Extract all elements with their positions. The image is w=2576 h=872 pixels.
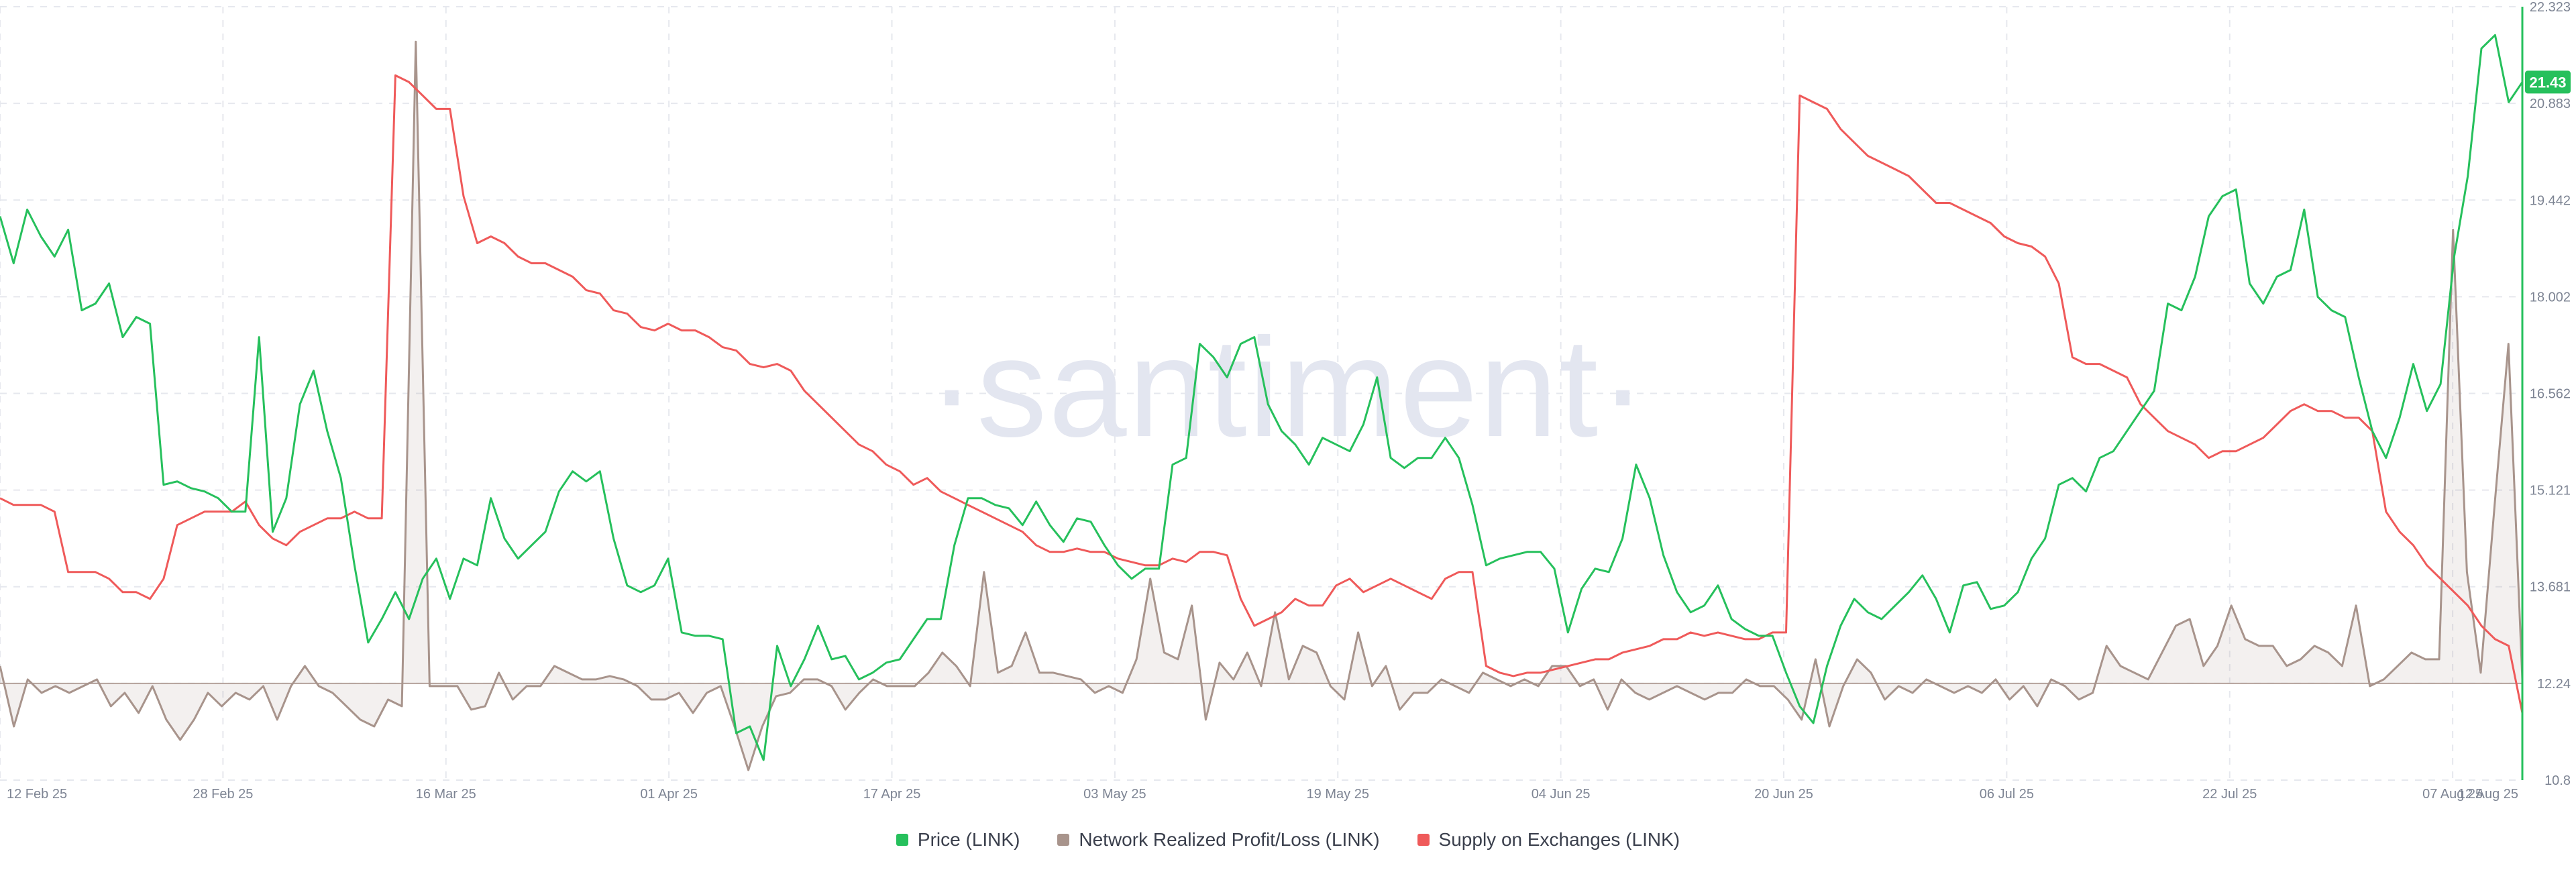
legend-item-supply-on-exchanges[interactable]: Supply on Exchanges (LINK) bbox=[1417, 829, 1680, 851]
series-line-network-realized-profit-loss-link[interactable] bbox=[0, 40, 2524, 771]
series-line-price-link[interactable] bbox=[0, 34, 2524, 761]
date-tick-label: 04 Jun 25 bbox=[1532, 787, 1591, 802]
santiment-watermark: ·santiment· bbox=[928, 309, 1648, 466]
date-tick-label: 12 Aug 25 bbox=[2458, 787, 2518, 802]
price-tick-label: 20.883 bbox=[2530, 97, 2571, 111]
date-tick-label: 17 Apr 25 bbox=[863, 787, 921, 802]
series-line-supply-on-exchanges-link[interactable] bbox=[0, 74, 2524, 714]
date-tick-label: 12 Feb 25 bbox=[7, 787, 67, 802]
date-tick-label: 03 May 25 bbox=[1083, 787, 1146, 802]
price-tick-label: 19.442 bbox=[2530, 193, 2571, 208]
price-tick-label: 12.24 bbox=[2537, 677, 2571, 692]
legend-swatch-supply-on-exchanges bbox=[1417, 834, 1430, 846]
price-tick-label: 13.681 bbox=[2530, 580, 2571, 595]
price-axis-ticks: 10.8 12.24 13.681 15.121 16.562 18.002 19.442 2… bbox=[2530, 0, 2571, 788]
date-tick-label: 07 Aug 25 bbox=[2422, 787, 2483, 802]
date-tick-label: 20 Jun 25 bbox=[1754, 787, 1813, 802]
legend-label-price: Price (LINK) bbox=[917, 829, 1020, 850]
date-tick-label: 06 Jul 25 bbox=[1980, 787, 2034, 802]
price-tick-label: 16.562 bbox=[2530, 386, 2571, 401]
legend-item-network-realized-profit-loss[interactable]: Network Realized Profit/Loss (LINK) bbox=[1057, 829, 1380, 851]
legend-label-network-realized-profit-loss: Network Realized Profit/Loss (LINK) bbox=[1079, 829, 1380, 850]
date-tick-label: 01 Apr 25 bbox=[640, 787, 698, 802]
legend-swatch-network-realized-profit-loss bbox=[1057, 834, 1070, 846]
series-layer bbox=[0, 34, 2524, 771]
date-tick-label: 19 May 25 bbox=[1307, 787, 1369, 802]
legend-item-price[interactable]: Price (LINK) bbox=[896, 829, 1020, 851]
date-tick-label: 22 Jul 25 bbox=[2202, 787, 2257, 802]
price-tick-label: 10.8 bbox=[2544, 773, 2571, 788]
date-tick-label: 16 Mar 25 bbox=[416, 787, 476, 802]
legend-label-supply-on-exchanges: Supply on Exchanges (LINK) bbox=[1438, 829, 1680, 850]
legend: Price (LINK) Network Realized Profit/Los… bbox=[0, 826, 2576, 853]
legend-swatch-price bbox=[896, 834, 908, 846]
price-tick-label: 15.121 bbox=[2530, 484, 2571, 498]
last-price-badge-bg bbox=[2525, 70, 2571, 94]
last-price-label: 21.43 bbox=[2529, 74, 2566, 91]
last-price-badge: 21.43 bbox=[2525, 70, 2571, 94]
date-axis-ticks: 12 Feb 25 28 Feb 25 16 Mar 25 01 Apr 25 17 A… bbox=[7, 787, 2518, 802]
price-tick-label: 18.002 bbox=[2530, 290, 2571, 305]
date-tick-label: 28 Feb 25 bbox=[193, 787, 253, 802]
price-tick-label: 22.323 bbox=[2530, 0, 2571, 15]
